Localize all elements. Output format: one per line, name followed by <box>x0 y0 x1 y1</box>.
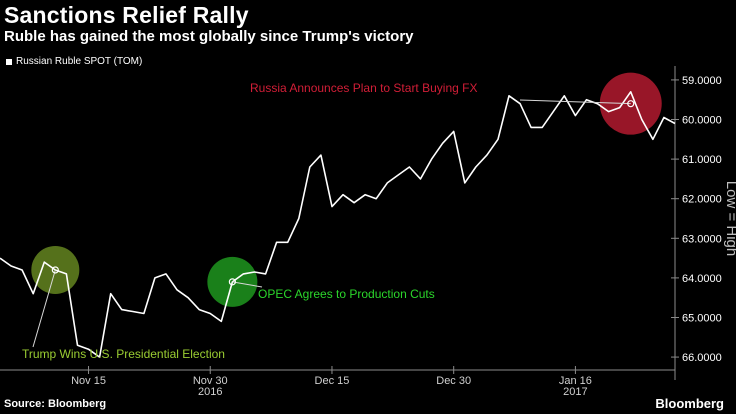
y-tick-label: 63.0000 <box>682 233 722 245</box>
annotation-leader-line <box>232 281 263 288</box>
chart-title: Sanctions Relief Rally <box>4 2 249 28</box>
series-line <box>0 91 676 358</box>
x-tick-label: Jan 16 <box>559 375 592 387</box>
annotation-label: Trump Wins U.S. Presidential Election <box>22 347 225 361</box>
y-tick-label: 61.0000 <box>682 154 722 166</box>
y-tick-label: 66.0000 <box>682 352 722 364</box>
annotation-marker <box>627 100 635 108</box>
source-note: Source: Bloomberg <box>4 398 107 410</box>
y-axis-label: Low = High <box>723 181 736 256</box>
chart-subtitle: Ruble has gained the most globally since… <box>4 28 414 45</box>
x-tick-label: Nov 15 <box>71 375 106 387</box>
legend-label: Russian Ruble SPOT (TOM) <box>16 56 143 67</box>
chart-legend: Russian Ruble SPOT (TOM) <box>6 56 142 67</box>
legend-swatch <box>6 58 12 65</box>
annotation-leader-line <box>32 269 56 348</box>
annotation-marker <box>228 278 236 286</box>
annotation-label: Russia Announces Plan to Start Buying FX <box>250 81 477 95</box>
x-tick-label: Dec 30 <box>436 375 471 387</box>
x-tick-year-label: 2017 <box>563 386 587 398</box>
x-tick-label: Nov 30 <box>193 375 228 387</box>
annotation-label: OPEC Agrees to Production Cuts <box>258 287 435 301</box>
x-tick-label: Dec 15 <box>315 375 350 387</box>
y-tick-label: 65.0000 <box>682 312 722 324</box>
y-tick-label: 60.0000 <box>682 115 722 127</box>
brand-logo: Bloomberg <box>655 396 724 411</box>
annotation-marker <box>51 266 59 274</box>
y-tick-label: 62.0000 <box>682 194 722 206</box>
annotation-leader-line <box>519 99 631 105</box>
y-tick-label: 64.0000 <box>682 273 722 285</box>
y-tick-label: 59.0000 <box>682 75 722 87</box>
x-tick-year-label: 2016 <box>198 386 222 398</box>
